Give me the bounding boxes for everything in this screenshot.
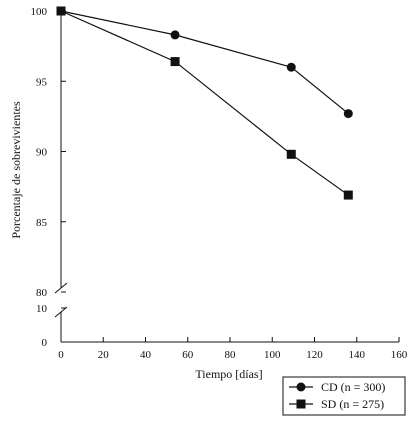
x-tick-label: 100 — [264, 349, 281, 361]
y-tick-label: 0 — [42, 337, 48, 349]
data-point-circle — [286, 62, 296, 72]
x-tick-label: 80 — [225, 349, 237, 361]
data-point-circle — [343, 109, 353, 119]
data-point-square — [286, 149, 296, 159]
legend: CD (n = 300) SD (n = 275) — [282, 376, 406, 416]
series-line-1 — [60, 10, 349, 115]
axis-break-mark — [54, 282, 68, 294]
y-tick-label: 100 — [31, 6, 48, 18]
legend-entry: SD (n = 275) — [321, 397, 384, 411]
data-point-square — [56, 6, 66, 16]
data-point-circle — [170, 30, 180, 40]
y-tick-label: 95 — [36, 76, 48, 88]
legend-marker-circle — [296, 382, 306, 392]
legend-entry: CD (n = 300) — [321, 380, 385, 394]
x-tick-label: 60 — [182, 349, 194, 361]
series-markers — [56, 6, 353, 200]
x-axis-label: Tiempo [días] — [195, 367, 262, 381]
y-tick-label: 10 — [36, 303, 48, 315]
y-tick-label: 85 — [36, 217, 48, 229]
series-lines — [60, 10, 349, 196]
x-tick-label: 160 — [391, 349, 408, 361]
axis-break-mark — [54, 306, 68, 318]
x-tick-label: 40 — [140, 349, 152, 361]
series-line-2 — [60, 10, 349, 196]
x-tick-label: 140 — [349, 349, 366, 361]
y-tick-label: 90 — [36, 147, 48, 159]
data-point-square — [343, 190, 353, 200]
y-tick-label: 80 — [36, 287, 48, 299]
y-axis-ticks: 80 85 90 95 100 0 10 — [31, 6, 66, 349]
x-tick-label: 120 — [306, 349, 323, 361]
legend-marker-square — [296, 399, 306, 409]
axes — [54, 9, 399, 343]
data-point-square — [170, 57, 180, 67]
x-tick-label: 20 — [98, 349, 110, 361]
x-axis-ticks: 0 20 40 60 80 100 120 140 160 — [58, 337, 408, 361]
x-tick-label: 0 — [58, 349, 64, 361]
y-axis-label: Porcentaje de sobrevivientes — [9, 101, 23, 239]
